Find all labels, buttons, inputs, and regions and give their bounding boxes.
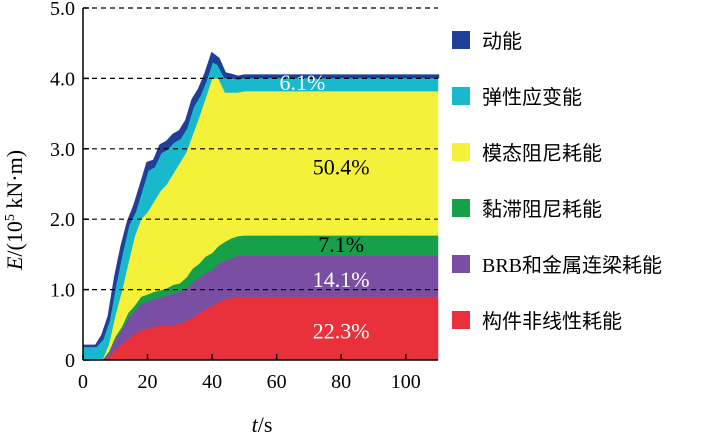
legend-label-1: 动能 [482, 29, 522, 53]
x-tick-label-1: 20 [138, 371, 158, 393]
x-axis-unit: /s [258, 412, 273, 437]
legend-label-5: BRB和金属连梁耗能 [482, 254, 662, 277]
x-tick-label-3: 60 [267, 371, 287, 393]
legend-swatch-2 [452, 87, 470, 105]
y-tick-label-3: 3.0 [50, 139, 75, 161]
legend-label-6: 构件非线性耗能 [482, 309, 622, 333]
legend-label-3: 模态阻尼耗能 [482, 141, 602, 165]
legend-swatch-1 [452, 31, 470, 49]
y-tick-label-2: 2.0 [50, 209, 75, 231]
legend-label-2: 弹性应变能 [482, 85, 582, 109]
x-axis-title: t/s [252, 412, 273, 437]
y-tick-label-5: 5.0 [50, 0, 75, 20]
area-layer [82, 51, 440, 361]
axes: 0 1.0 2.0 3.0 4.0 5.0 0 20 40 60 80 100 [50, 0, 438, 393]
legend-label-4: 黏滞阻尼耗能 [482, 197, 602, 221]
pct-label-3: 7.1% [318, 232, 364, 257]
percentage-labels: 22.3% 14.1% 7.1% 50.4% 6.1% [280, 70, 370, 344]
y-tick-label-0: 0 [65, 350, 75, 372]
pct-label-5: 6.1% [280, 70, 326, 95]
legend-swatch-3 [452, 143, 470, 161]
pct-label-4: 50.4% [313, 154, 370, 179]
x-axis-symbol: t [252, 412, 259, 437]
axis-titles: t/s E/(105 kN·m) [2, 150, 272, 437]
pct-label-1: 22.3% [313, 318, 370, 343]
x-tick-label-4: 80 [331, 371, 351, 393]
area-6 [83, 51, 440, 348]
legend-swatch-6 [452, 311, 470, 329]
x-tick-label-0: 0 [78, 371, 88, 393]
legend-swatch-4 [452, 199, 470, 217]
y-axis-symbol: E [2, 256, 27, 271]
y-tick-label-4: 4.0 [50, 68, 75, 90]
y-axis-unit-tail: kN·m) [2, 150, 27, 214]
pct-label-2: 14.1% [313, 267, 370, 292]
y-axis-exponent: 5 [3, 214, 18, 221]
x-tick-label-2: 40 [202, 371, 222, 393]
x-tick-label-5: 100 [391, 371, 421, 393]
y-tick-label-1: 1.0 [50, 280, 75, 302]
y-axis-title: E/(105 kN·m) [2, 150, 27, 271]
y-axis-unit: /(10 [2, 221, 27, 256]
legend-swatch-5 [452, 255, 470, 273]
